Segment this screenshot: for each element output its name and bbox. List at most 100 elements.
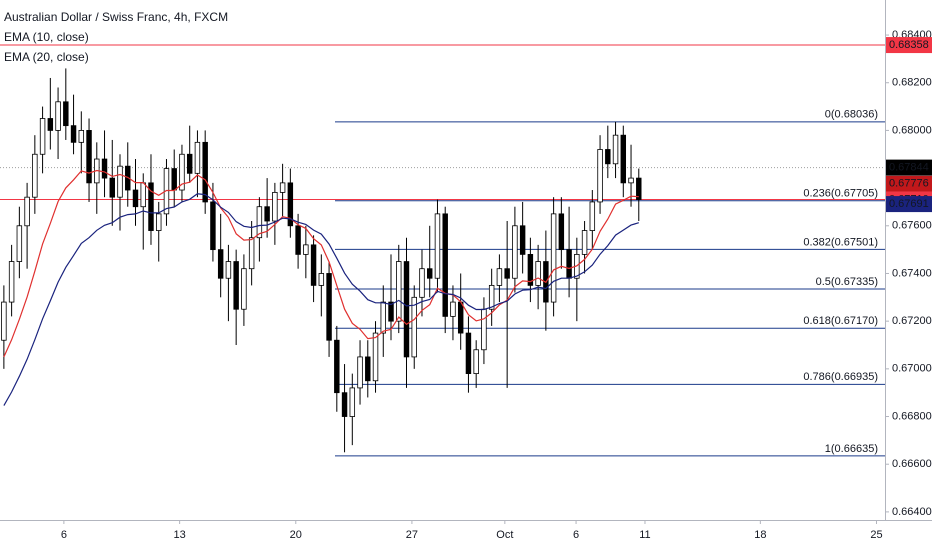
candle-body: [465, 332, 472, 375]
candle-body: [365, 356, 371, 382]
candle-body: [628, 177, 634, 184]
candle-body: [396, 261, 402, 322]
price-label: 0.67691: [889, 198, 929, 210]
candle-body: [24, 196, 30, 227]
legend-entry: EMA (20, close): [4, 50, 89, 64]
candle-body: [101, 158, 108, 179]
fib-label: 0(0.68036): [825, 109, 878, 121]
candle-body: [55, 101, 61, 131]
candle-body: [86, 130, 92, 184]
y-tick-label: 0.66800: [892, 410, 932, 422]
y-tick-label: 0.66400: [892, 506, 932, 518]
candle-body: [156, 213, 162, 231]
candle-body: [16, 225, 23, 262]
candle-body: [581, 230, 588, 255]
candle-body: [8, 261, 15, 303]
candle-body: [125, 165, 131, 191]
candle-body: [132, 189, 139, 208]
candle-body: [434, 213, 441, 279]
price-label-box: [886, 37, 932, 54]
y-tick-label: 0.68000: [892, 124, 932, 136]
y-tick-label: 0.67400: [892, 267, 932, 279]
price-label: 0.67776: [889, 178, 929, 190]
candle-body: [78, 130, 85, 143]
y-tick-label: 0.66600: [892, 458, 932, 470]
candle-body: [334, 339, 340, 394]
fib-label: 0.786(0.66935): [803, 371, 878, 383]
candle-body: [636, 177, 642, 200]
chart-title: Australian Dollar / Swiss Franc, 4h, FXC…: [4, 10, 228, 24]
candle-body: [605, 149, 611, 165]
candle-body: [310, 244, 317, 286]
plot-area: 0(0.68036) 0.236(0.67705) 0.382(0.67501) 0.…: [0, 44, 885, 457]
candle-body: [427, 268, 433, 279]
fib-label: 1(0.66635): [825, 443, 878, 455]
ema-line: [3, 169, 639, 358]
candle-body: [202, 141, 208, 203]
candle-body: [349, 387, 356, 417]
candle-body: [256, 206, 263, 239]
candle-body: [589, 201, 596, 231]
candle-body: [217, 249, 224, 279]
candle-body: [527, 253, 534, 286]
candle-body: [140, 182, 146, 208]
candle-body: [372, 332, 379, 382]
candle-body: [442, 213, 448, 317]
candle-body: [550, 213, 557, 303]
price-label-box: [886, 175, 932, 192]
y-tick-label: 0.68200: [892, 77, 932, 89]
candle-body: [179, 153, 185, 191]
candle-body: [70, 125, 77, 143]
legend-entry: EMA (10, close): [4, 30, 89, 44]
candle-body: [519, 225, 526, 255]
candle-body: [233, 261, 239, 310]
candle-body: [419, 268, 425, 298]
x-tick-label: 27: [406, 529, 418, 541]
price-label: 0.67844: [889, 162, 929, 174]
candle-body: [241, 268, 247, 310]
x-tick-label: 11: [639, 529, 650, 541]
candle-body: [295, 225, 301, 255]
candle-body: [357, 356, 363, 389]
candle-body: [39, 118, 46, 155]
x-tick-label: 6: [61, 529, 67, 541]
candle-body: [535, 261, 541, 286]
x-tick-label: 13: [174, 529, 186, 541]
candle-body: [620, 134, 627, 184]
candle-body: [303, 244, 309, 255]
x-tick-label: 25: [870, 529, 882, 541]
candle-body: [186, 153, 193, 174]
fib-label: 0.382(0.67501): [803, 236, 878, 248]
y-tick-label: 0.67200: [892, 315, 932, 327]
price-label-box: [886, 159, 932, 176]
candle-body: [597, 149, 603, 203]
candle-body: [225, 261, 232, 279]
candle-body: [488, 284, 495, 310]
candle-body: [279, 182, 286, 193]
fib-label: 0.236(0.67705): [803, 188, 878, 200]
x-tick-label: 6: [573, 529, 579, 541]
ema-line: [3, 193, 639, 406]
candle-body: [612, 134, 619, 165]
x-tick-label: Oct: [496, 529, 513, 541]
candle-body: [248, 237, 255, 270]
price-label-box: [886, 196, 932, 213]
candle-body: [341, 392, 348, 417]
candle-body: [388, 301, 394, 322]
candle-body: [318, 273, 325, 286]
candle-body: [148, 182, 154, 231]
candle-body: [450, 301, 456, 317]
candle-body: [171, 168, 177, 191]
fib-label: 0.5(0.67335): [816, 276, 878, 288]
candle-body: [109, 177, 115, 198]
candle-body: [558, 213, 565, 251]
candle-body: [403, 261, 410, 358]
candle-body: [512, 225, 518, 279]
candle-body: [63, 101, 69, 127]
candle-body: [380, 301, 386, 334]
fib-label: 0.618(0.67170): [803, 315, 878, 327]
candle-body: [411, 296, 417, 358]
y-tick-label: 0.67600: [892, 220, 932, 232]
candle-body: [496, 268, 503, 286]
